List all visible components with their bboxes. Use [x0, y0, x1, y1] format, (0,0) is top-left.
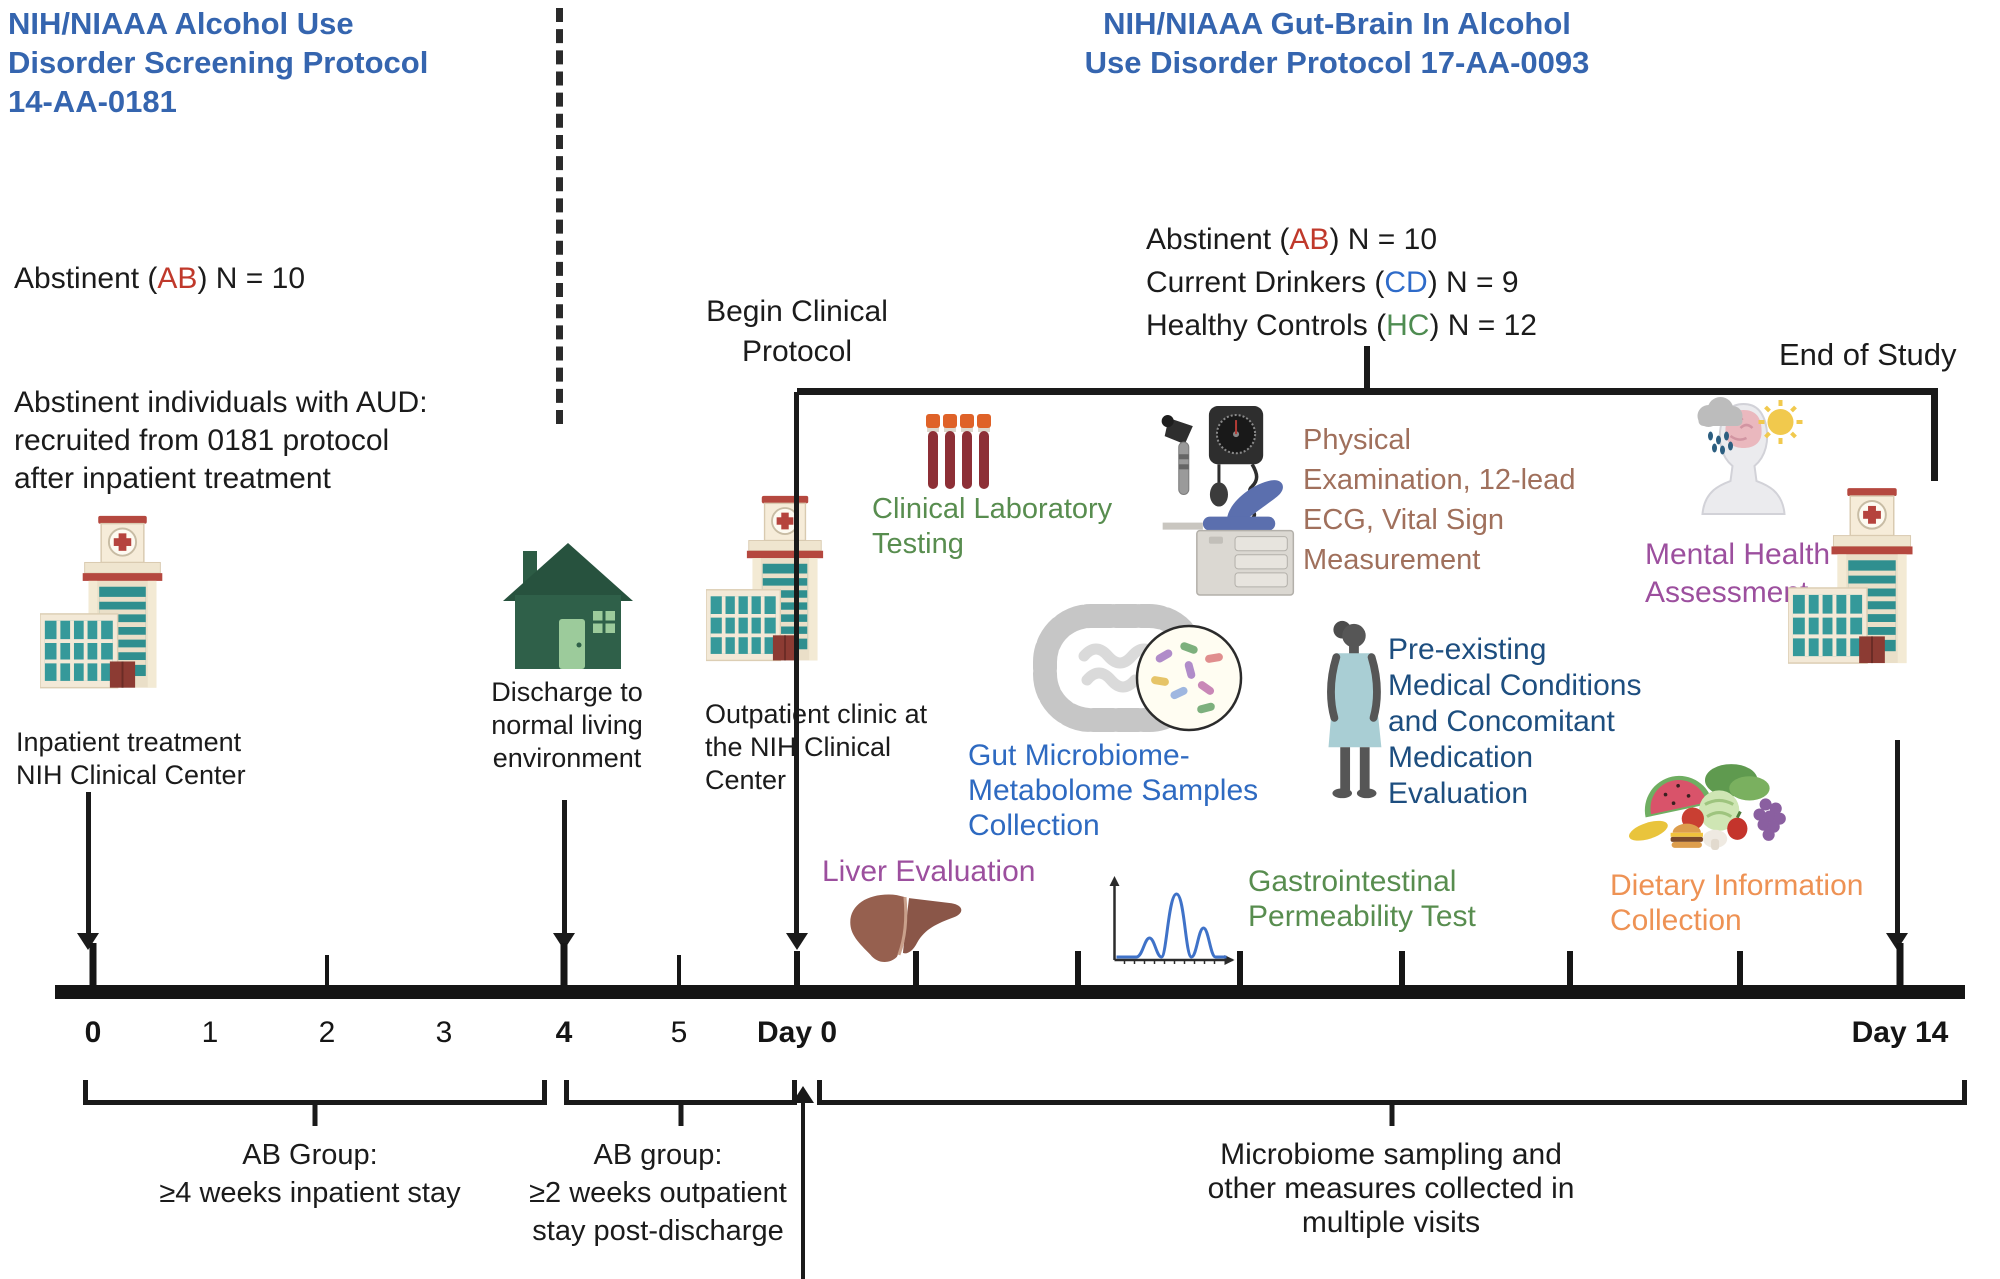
- mental-health-label: Mental Health Assessment: [1645, 538, 1831, 609]
- inpatient-caption: Inpatient treatment NIH Clinical Center: [16, 727, 246, 790]
- protocol-bracket: [797, 388, 1938, 481]
- cohort-code-cd: CD: [1384, 266, 1428, 299]
- timeline-label: 0: [84, 1016, 102, 1049]
- hospital-icon: [40, 512, 205, 710]
- cohort-code-ab: AB: [1289, 223, 1330, 256]
- house-icon: [502, 543, 634, 671]
- brace-stem: [312, 1100, 318, 1126]
- left-protocol-title: NIH/NIAAA Alcohol Use Disorder Screening…: [8, 6, 429, 119]
- cohort-code-hc: HC: [1386, 309, 1430, 342]
- clinical-lab-label: Clinical Laboratory Testing: [872, 493, 1113, 560]
- timeline-tick: [1737, 951, 1743, 985]
- protocol-cohorts: Abstinent (AB) N = 10 Current Drinkers (…: [1146, 218, 1537, 347]
- patient-icon: [1312, 618, 1392, 804]
- discharge-arrow-line: [562, 800, 567, 934]
- cohort-line-ab: Abstinent (AB) N = 10: [1146, 223, 1438, 256]
- food-icon: [1626, 758, 1788, 854]
- timeline-tick: [560, 943, 568, 985]
- end-of-study-label: End of Study: [1779, 337, 1957, 372]
- cohort-line-cd: Current Drinkers (CD) N = 9: [1146, 266, 1519, 299]
- cohort-suffix: ) N = 10: [197, 262, 306, 295]
- outpatient-caption: Outpatient clinic at the NIH Clinical Ce…: [705, 699, 928, 795]
- timeline-tick: [794, 951, 800, 985]
- preexisting-label: Pre-existing Medical Conditions and Conc…: [1388, 633, 1642, 810]
- timeline-tick: [677, 955, 681, 985]
- microbiome-brace-label: Microbiome sampling and other measures c…: [1207, 1138, 1575, 1239]
- day0-up-arrow-line: [801, 1100, 805, 1279]
- cohort-line-hc: Healthy Controls (HC) N = 12: [1146, 309, 1537, 342]
- timeline-label: Day 0: [756, 1016, 838, 1049]
- timeline-tick: [1399, 951, 1405, 985]
- liver-label: Liver Evaluation: [822, 855, 1036, 888]
- discharge-arrowhead-icon: [553, 933, 575, 950]
- begin-protocol-label: Begin Clinical Protocol: [706, 295, 888, 368]
- screening-description: Abstinent individuals with AUD: recruite…: [14, 386, 428, 495]
- day0-up-arrowhead-icon: [792, 1086, 814, 1103]
- hospital-icon: [1788, 486, 1956, 684]
- exam-station-icon: [1158, 406, 1300, 602]
- timeline-tick: [89, 943, 97, 985]
- intestine-microbiome-icon: [1028, 596, 1245, 746]
- screening-cohort-line: Abstinent (AB) N = 10: [14, 260, 305, 298]
- right-protocol-title: NIH/NIAAA Gut-Brain In Alcohol Use Disor…: [1084, 6, 1590, 80]
- test-tubes-icon: [926, 413, 992, 493]
- timeline-tick: [913, 951, 919, 985]
- outpatient-brace-label: AB group: ≥2 weeks outpatient stay post-…: [529, 1139, 787, 1247]
- timeline-label: Day 14: [1851, 1016, 1949, 1049]
- cohort-code-ab: AB: [157, 262, 198, 295]
- outpatient-stay-brace: [564, 1080, 797, 1126]
- brace-stem: [678, 1100, 683, 1126]
- inpatient-brace-label: AB Group: ≥4 weeks inpatient stay: [159, 1139, 461, 1209]
- inpatient-arrow-line: [86, 792, 91, 934]
- hospital-icon: [706, 494, 864, 680]
- microbiome-sampling-brace: [817, 1080, 1967, 1126]
- begin-protocol-arrow-line: [794, 392, 799, 934]
- timeline-label: 5: [670, 1016, 688, 1049]
- begin-protocol-arrowhead-icon: [786, 933, 808, 950]
- liver-icon: [846, 888, 968, 967]
- timeline-tick: [1567, 951, 1573, 985]
- inpatient-stay-brace: [83, 1080, 547, 1126]
- end-of-study-arrow-line: [1895, 740, 1900, 934]
- timeline-label: 2: [318, 1016, 336, 1049]
- cohort-prefix: Abstinent (: [14, 262, 158, 295]
- brace-stem: [1389, 1100, 1395, 1126]
- timeline-label: 4: [555, 1016, 573, 1049]
- section-divider-dashed-line: [556, 8, 563, 424]
- timeline-label: 3: [435, 1016, 453, 1049]
- timeline-tick: [1237, 951, 1243, 985]
- cohort-bracket-stem: [1364, 346, 1370, 388]
- timeline-tick: [325, 955, 329, 985]
- timeline-tick: [1896, 943, 1904, 985]
- gut-microbiome-label: Gut Microbiome- Metabolome Samples Colle…: [968, 739, 1259, 842]
- gi-permeability-label: Gastrointestinal Permeability Test: [1248, 865, 1476, 933]
- timeline-axis: [55, 985, 1965, 999]
- timeline-tick: [1075, 951, 1081, 985]
- dietary-label: Dietary Information Collection: [1610, 869, 1864, 937]
- physical-exam-label: Physical Examination, 12-lead ECG, Vital…: [1303, 424, 1576, 576]
- timeline-label: 1: [201, 1016, 219, 1049]
- discharge-caption: Discharge to normal living environment: [491, 677, 643, 773]
- chromatogram-icon: [1104, 870, 1240, 970]
